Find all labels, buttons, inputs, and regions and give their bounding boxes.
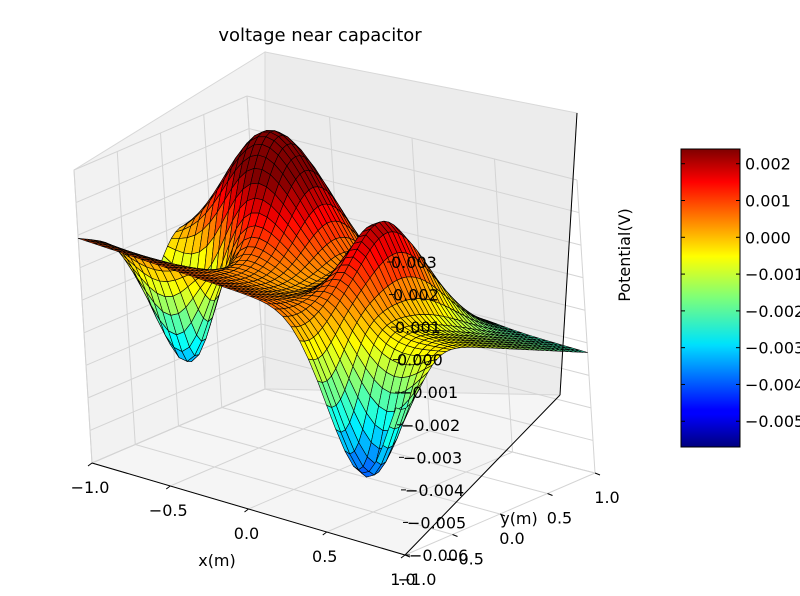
z-axis-line bbox=[559, 112, 578, 396]
colorbar-tick-label: 0.002 bbox=[745, 155, 791, 174]
back-gridline-z bbox=[246, 95, 578, 181]
chart-title: voltage near capacitor bbox=[218, 25, 422, 46]
colorbar-tick-label: 0.000 bbox=[745, 228, 791, 247]
z-tick-label: 0.002 bbox=[393, 286, 439, 305]
z-tick-label: 0.000 bbox=[397, 351, 443, 370]
colorbar-tick-label: −0.005 bbox=[745, 412, 800, 431]
axis-ticks: −1.0 −1.0 −0.5 −0.5 0.0 0.0 0.5 0.5 1.0 1.0 −0.006… bbox=[71, 253, 620, 589]
z-tick-label: −0.003 bbox=[403, 448, 462, 467]
colorbar-tick-label: −0.002 bbox=[745, 302, 800, 321]
y-axis-line bbox=[404, 394, 561, 556]
back-gridline-z bbox=[264, 388, 596, 474]
x-tick-label: 0.5 bbox=[312, 547, 337, 566]
left-gridline-z bbox=[75, 128, 250, 204]
y-tick bbox=[452, 534, 458, 537]
floor-gridline-y bbox=[178, 425, 501, 515]
colorbar-tick-label: −0.004 bbox=[745, 375, 800, 394]
x-tick-label: 0.0 bbox=[234, 524, 259, 543]
z-tick-label: −0.001 bbox=[399, 383, 458, 402]
x-tick bbox=[87, 462, 93, 467]
colorbar-gradient bbox=[680, 148, 741, 448]
colorbar-tick-label: −0.003 bbox=[745, 339, 800, 358]
colorbar: −0.005 −0.004 −0.003 −0.002 −0.001 0.000 0.001… bbox=[680, 148, 800, 448]
y-tick bbox=[499, 513, 506, 517]
y-tick-label: −0.5 bbox=[445, 550, 484, 569]
x-tick bbox=[244, 508, 249, 513]
floor-gridline-x bbox=[326, 451, 513, 533]
z-tick-label: 0.001 bbox=[395, 318, 441, 337]
z-tick-label: −0.004 bbox=[405, 481, 464, 500]
left-gridline-z bbox=[77, 160, 252, 236]
colorbar-tick-label: −0.001 bbox=[745, 265, 800, 284]
x-tick bbox=[165, 485, 171, 490]
left-gridline-z bbox=[91, 388, 266, 464]
y-tick-label: 0.5 bbox=[547, 509, 572, 528]
colorbar-tick-label: 0.001 bbox=[745, 192, 791, 211]
colorbar-ticks: −0.005 −0.004 −0.003 −0.002 −0.001 0.000 0.001… bbox=[681, 155, 800, 431]
x-tick bbox=[322, 531, 328, 536]
z-tick-label: −0.005 bbox=[407, 513, 466, 532]
y-axis-label: y(m) bbox=[500, 509, 538, 528]
back-gridline-x bbox=[494, 158, 513, 453]
left-gridline-y bbox=[73, 169, 93, 464]
back-gridline-x bbox=[576, 179, 596, 474]
y-tick bbox=[594, 472, 601, 476]
left-gridline-z bbox=[89, 355, 264, 431]
z-axis-label: Potential(V) bbox=[615, 208, 634, 302]
z-tick-label: −0.002 bbox=[401, 416, 460, 435]
x-tick-label: −1.0 bbox=[71, 478, 110, 497]
x-axis-label: x(m) bbox=[198, 551, 236, 570]
surface-patch bbox=[389, 407, 402, 430]
x-tick bbox=[400, 554, 406, 559]
left-gridline-y bbox=[116, 151, 136, 445]
y-tick-label: −1.0 bbox=[398, 570, 437, 589]
potential-surface bbox=[77, 130, 588, 478]
y-tick-label: 0.0 bbox=[499, 529, 524, 548]
left-gridline-z bbox=[73, 95, 248, 171]
x-tick-label: 1.0 bbox=[390, 570, 415, 589]
x-tick-label: −0.5 bbox=[149, 501, 188, 520]
z-tick-label: −0.006 bbox=[409, 546, 468, 565]
y-tick bbox=[547, 493, 553, 496]
back-gridline-z bbox=[248, 128, 580, 214]
y-tick-label: 1.0 bbox=[594, 488, 619, 507]
z-tick-label: 0.003 bbox=[391, 253, 437, 272]
left-gridline-z bbox=[87, 323, 262, 399]
